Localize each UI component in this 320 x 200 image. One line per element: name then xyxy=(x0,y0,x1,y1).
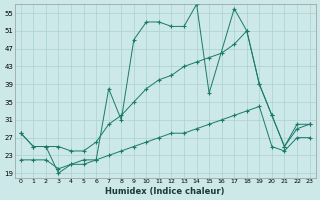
X-axis label: Humidex (Indice chaleur): Humidex (Indice chaleur) xyxy=(106,187,225,196)
